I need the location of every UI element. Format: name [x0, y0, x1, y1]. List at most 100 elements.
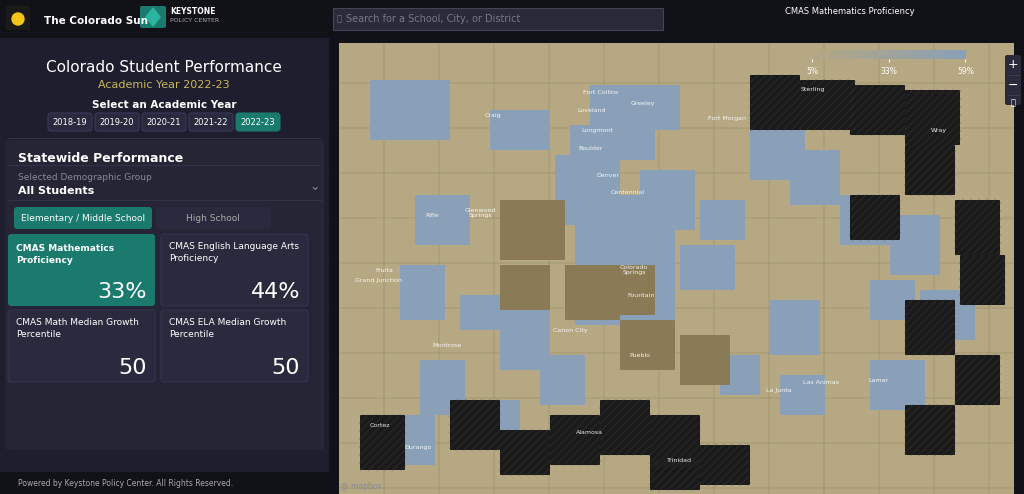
Text: KEYSTONE: KEYSTONE: [170, 7, 215, 16]
Text: CMAS English Language Arts: CMAS English Language Arts: [169, 242, 299, 250]
FancyBboxPatch shape: [490, 110, 550, 150]
Bar: [6, 6, 30, 30]
Text: ⬜: ⬜: [1011, 98, 1016, 108]
Text: ⌄: ⌄: [309, 179, 319, 193]
Bar: [329, 38, 1024, 494]
Text: Cortez: Cortez: [370, 422, 390, 427]
Text: Academic Year 2022-23: Academic Year 2022-23: [98, 80, 229, 90]
FancyBboxPatch shape: [850, 85, 905, 135]
FancyBboxPatch shape: [370, 80, 450, 140]
FancyBboxPatch shape: [420, 360, 465, 415]
FancyBboxPatch shape: [840, 195, 895, 245]
FancyBboxPatch shape: [189, 113, 233, 131]
FancyBboxPatch shape: [750, 130, 805, 180]
Text: 2022-23: 2022-23: [241, 118, 275, 126]
FancyBboxPatch shape: [565, 265, 620, 320]
FancyBboxPatch shape: [720, 355, 760, 395]
Text: High School: High School: [186, 213, 240, 222]
Text: Centennial: Centennial: [611, 190, 645, 195]
FancyBboxPatch shape: [550, 415, 600, 465]
FancyBboxPatch shape: [142, 113, 186, 131]
Text: Trinidad: Trinidad: [667, 457, 691, 462]
Text: Denver: Denver: [597, 172, 620, 177]
FancyBboxPatch shape: [870, 360, 925, 410]
FancyBboxPatch shape: [500, 265, 550, 310]
FancyBboxPatch shape: [870, 280, 915, 320]
FancyBboxPatch shape: [236, 113, 280, 131]
FancyBboxPatch shape: [161, 234, 308, 306]
Text: 50: 50: [119, 358, 147, 378]
Text: Alamosa: Alamosa: [575, 429, 602, 435]
FancyBboxPatch shape: [920, 290, 975, 340]
Text: Las Animas: Las Animas: [803, 379, 839, 384]
Text: Pueblo: Pueblo: [630, 353, 650, 358]
Text: Select an Academic Year: Select an Academic Year: [92, 100, 237, 110]
Text: Loveland: Loveland: [578, 108, 606, 113]
FancyBboxPatch shape: [650, 415, 700, 465]
Text: 2019-20: 2019-20: [99, 118, 134, 126]
FancyBboxPatch shape: [161, 310, 308, 382]
FancyBboxPatch shape: [890, 215, 940, 275]
Text: @ mapbox: @ mapbox: [341, 482, 382, 491]
FancyBboxPatch shape: [48, 113, 92, 131]
FancyBboxPatch shape: [500, 430, 550, 475]
FancyBboxPatch shape: [905, 300, 955, 355]
Text: Glenwood
Springs: Glenwood Springs: [464, 207, 496, 218]
Text: 44%: 44%: [251, 282, 300, 302]
Text: 🔍: 🔍: [337, 14, 342, 24]
FancyBboxPatch shape: [156, 207, 271, 229]
FancyBboxPatch shape: [961, 255, 1005, 305]
FancyBboxPatch shape: [600, 400, 650, 455]
Text: Craig: Craig: [484, 113, 502, 118]
Text: Proficiency: Proficiency: [16, 255, 73, 264]
Text: All Students: All Students: [18, 186, 94, 196]
Text: Percentile: Percentile: [16, 329, 61, 338]
FancyBboxPatch shape: [955, 200, 1000, 255]
FancyBboxPatch shape: [640, 85, 680, 130]
Text: +: +: [1008, 58, 1018, 72]
Text: Lamar: Lamar: [868, 377, 888, 382]
Text: 2020-21: 2020-21: [146, 118, 181, 126]
FancyBboxPatch shape: [333, 8, 663, 30]
Text: Statewide Performance: Statewide Performance: [18, 152, 183, 165]
Polygon shape: [146, 8, 160, 26]
FancyBboxPatch shape: [700, 445, 750, 485]
Text: Elementary / Middle School: Elementary / Middle School: [20, 213, 145, 222]
FancyBboxPatch shape: [500, 200, 565, 260]
FancyBboxPatch shape: [555, 155, 620, 225]
Text: Fort Morgan: Fort Morgan: [708, 116, 746, 121]
Text: Montrose: Montrose: [432, 342, 462, 347]
Text: CMAS Math Median Growth: CMAS Math Median Growth: [16, 318, 139, 327]
Bar: [0, 38, 329, 494]
Text: Longmont: Longmont: [582, 127, 613, 132]
Text: Fort Collins: Fort Collins: [584, 90, 618, 95]
Circle shape: [12, 13, 24, 25]
FancyBboxPatch shape: [780, 375, 825, 415]
FancyBboxPatch shape: [615, 125, 655, 160]
Text: Powered by Keystone Policy Center. All Rights Reserved.: Powered by Keystone Policy Center. All R…: [18, 479, 233, 488]
FancyBboxPatch shape: [14, 207, 152, 229]
Text: −: −: [1008, 79, 1018, 91]
Text: 2018-19: 2018-19: [52, 118, 87, 126]
FancyBboxPatch shape: [500, 310, 550, 370]
FancyBboxPatch shape: [8, 234, 155, 306]
Text: The Colorado Sun: The Colorado Sun: [44, 16, 148, 26]
Bar: [333, 8, 663, 30]
Text: Sterling: Sterling: [801, 87, 825, 92]
FancyBboxPatch shape: [850, 195, 900, 240]
FancyBboxPatch shape: [575, 195, 675, 325]
Bar: [0, 472, 329, 494]
FancyBboxPatch shape: [5, 140, 324, 450]
FancyBboxPatch shape: [8, 310, 155, 382]
FancyBboxPatch shape: [470, 400, 520, 450]
FancyBboxPatch shape: [800, 80, 855, 130]
Text: Percentile: Percentile: [169, 329, 214, 338]
Text: Wray: Wray: [931, 127, 947, 132]
Bar: [0, 0, 1024, 38]
FancyBboxPatch shape: [570, 125, 615, 165]
Text: 50: 50: [271, 358, 300, 378]
FancyBboxPatch shape: [400, 265, 445, 320]
Text: Selected Demographic Group: Selected Demographic Group: [18, 172, 152, 181]
Text: CMAS ELA Median Growth: CMAS ELA Median Growth: [169, 318, 287, 327]
Text: POLICY CENTER: POLICY CENTER: [170, 18, 219, 24]
